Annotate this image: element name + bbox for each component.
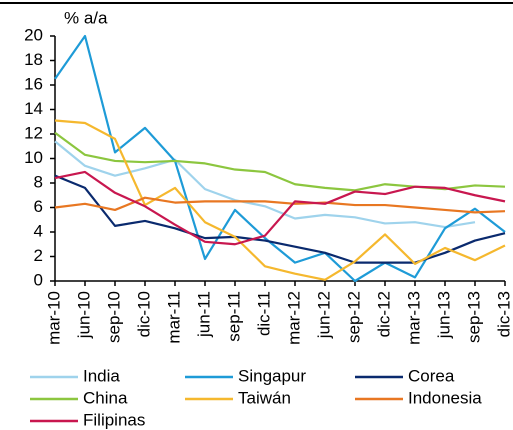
- legend-label: Corea: [408, 366, 455, 385]
- y-tick-label: 0: [34, 270, 43, 289]
- y-tick-label: 2: [34, 246, 43, 265]
- series-line: [54, 174, 506, 264]
- legend-label: Taiwán: [238, 388, 291, 407]
- series-line: [54, 140, 476, 229]
- y-tick-label: 4: [34, 221, 43, 240]
- series-line: [54, 34, 506, 283]
- x-tick-label: mar-10: [44, 291, 63, 345]
- legend-label: Filipinas: [83, 410, 145, 429]
- y-tick-label: 6: [34, 197, 43, 216]
- legend-label: Singapur: [238, 366, 306, 385]
- legend-label: India: [83, 366, 120, 385]
- x-tick-label: sep-13: [464, 291, 483, 343]
- x-tick-label: dic-13: [494, 291, 513, 337]
- x-tick-label: sep-11: [224, 291, 243, 342]
- legend-label: Indonesia: [408, 388, 482, 407]
- x-tick-label: mar-12: [284, 291, 303, 345]
- x-tick-label: jun-12: [314, 291, 333, 339]
- x-tick-label: mar-13: [404, 291, 423, 345]
- y-tick-label: 18: [24, 50, 43, 69]
- series-line: [54, 170, 506, 246]
- series-line: [54, 196, 506, 214]
- series-line: [54, 119, 506, 281]
- y-tick-label: 12: [24, 123, 43, 142]
- x-tick-label: dic-12: [374, 291, 393, 337]
- x-tick-label: jun-11: [194, 291, 213, 338]
- x-tick-label: dic-11: [254, 291, 273, 336]
- y-tick-label: 16: [24, 74, 43, 93]
- y-tick-label: 20: [24, 25, 43, 44]
- x-tick-label: jun-13: [434, 291, 453, 339]
- legend-label: China: [83, 388, 128, 407]
- x-tick-label: sep-12: [344, 291, 363, 343]
- series-line: [54, 131, 506, 192]
- y-axis-label: % a/a: [64, 8, 108, 27]
- y-tick-label: 14: [24, 99, 43, 118]
- x-tick-label: jun-10: [74, 291, 93, 339]
- x-tick-label: mar-11: [164, 291, 183, 344]
- y-tick-label: 10: [24, 148, 43, 167]
- y-tick-label: 8: [34, 172, 43, 191]
- x-tick-label: sep-10: [104, 291, 123, 343]
- x-tick-label: dic-10: [134, 291, 153, 337]
